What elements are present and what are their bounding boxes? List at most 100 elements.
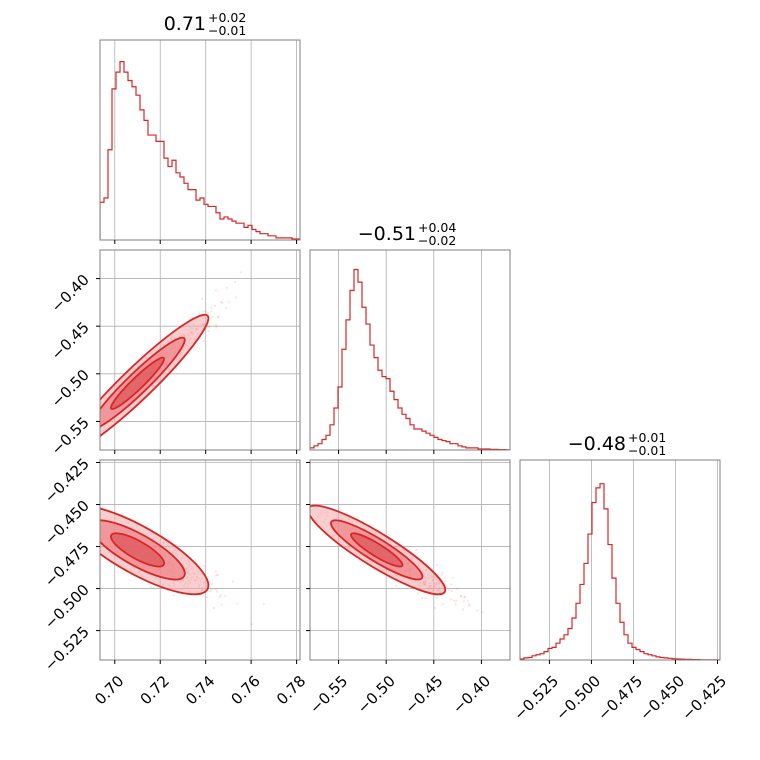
sample-point — [86, 541, 88, 543]
panel-frame — [309, 249, 511, 451]
sample-point — [84, 528, 86, 530]
title-value: −0.51 — [358, 223, 416, 245]
panel-frame — [309, 459, 511, 661]
sample-point — [223, 594, 227, 597]
sample-point — [460, 595, 463, 598]
panel-2-0-grid — [84, 460, 300, 660]
sample-point — [215, 590, 219, 593]
sample-point — [462, 600, 465, 603]
y-tick-row2-label: −0.500 — [41, 581, 93, 633]
sample-point — [92, 439, 94, 441]
sample-point — [435, 596, 438, 599]
sample-point — [452, 599, 456, 602]
sample-point — [194, 559, 197, 562]
sample-point — [89, 435, 91, 437]
x-tick-p0-label: 0.78 — [273, 672, 309, 708]
panel-frame — [99, 459, 301, 661]
sample-point — [91, 519, 93, 521]
y-tick-row2-label: −0.425 — [41, 455, 93, 507]
sample-point — [172, 593, 175, 597]
x-tick-p1-label: −0.45 — [401, 672, 446, 717]
sample-point — [140, 403, 143, 406]
sample-point — [204, 310, 207, 313]
x-tick-p0-label: 0.76 — [228, 672, 264, 708]
sample-point — [92, 430, 94, 432]
sample-point — [212, 606, 216, 610]
sample-point — [421, 596, 424, 600]
sample-point — [210, 310, 213, 313]
sample-point — [216, 316, 219, 319]
sample-point — [236, 602, 239, 605]
sample-point — [90, 531, 92, 533]
sample-point — [445, 585, 448, 588]
sample-point — [92, 436, 94, 438]
sample-point — [93, 416, 95, 418]
sample-point — [225, 306, 228, 310]
sample-point — [202, 564, 205, 568]
sample-point — [228, 301, 231, 304]
x-tick-p2-label: −0.500 — [552, 672, 604, 724]
sample-point — [175, 543, 178, 546]
x-tick-p1-label: −0.50 — [354, 672, 399, 717]
sample-point — [239, 271, 242, 274]
sample-point — [209, 590, 212, 593]
sample-point — [211, 315, 214, 319]
sample-point — [213, 304, 217, 307]
sample-point — [201, 297, 204, 301]
title-lower-error: −0.02 — [418, 233, 456, 248]
sample-point — [441, 571, 444, 574]
sample-point — [89, 529, 91, 531]
x-tick-p2-label: −0.425 — [678, 672, 730, 724]
histogram-p2 — [520, 483, 720, 660]
sample-point — [87, 537, 89, 539]
sample-point — [93, 421, 95, 423]
x-tick-p1-label: −0.40 — [449, 672, 494, 717]
sample-point — [225, 286, 229, 289]
x-tick-p2-label: −0.525 — [510, 672, 562, 724]
sample-point — [95, 411, 97, 413]
sample-point — [207, 326, 211, 329]
sample-point — [454, 603, 457, 606]
title-upper-error: +0.02 — [208, 10, 246, 25]
title-value: −0.48 — [568, 433, 626, 455]
sample-point — [451, 576, 455, 579]
histogram-p1 — [310, 268, 510, 450]
sample-point — [210, 582, 213, 586]
y-tick-row1-label: −0.55 — [48, 414, 93, 459]
contour-level-3 — [110, 356, 165, 410]
sample-point — [455, 599, 458, 602]
panel-1-0-grid — [89, 250, 300, 450]
sample-point — [262, 602, 265, 605]
sample-point — [395, 584, 398, 587]
title-upper-error: +0.01 — [628, 430, 666, 445]
sample-point — [466, 599, 469, 602]
sample-point — [456, 587, 459, 590]
sample-point — [211, 588, 214, 591]
sample-point — [207, 329, 210, 332]
sample-point — [415, 548, 418, 551]
x-tick-p0-label: 0.70 — [91, 672, 127, 708]
contour-level-3 — [110, 532, 165, 568]
y-tick-row2-label: −0.525 — [41, 623, 93, 675]
panel-frame — [519, 459, 721, 661]
panel-title-1: −0.51 +0.04−0.02 — [358, 220, 457, 248]
sample-point — [202, 310, 205, 313]
sample-point — [417, 592, 420, 595]
sample-point — [218, 595, 222, 599]
sample-point — [214, 588, 217, 591]
sample-point — [214, 570, 217, 573]
sample-point — [202, 339, 205, 343]
sample-point — [90, 429, 92, 431]
panel-1-1-grid — [310, 250, 510, 450]
x-tick-p2-label: −0.475 — [594, 672, 646, 724]
sample-point — [206, 325, 209, 328]
sample-point — [97, 424, 99, 426]
x-tick-p0-label: 0.74 — [182, 672, 218, 708]
sample-point — [96, 534, 98, 536]
sample-point — [449, 598, 453, 601]
x-tick-p1-label: −0.55 — [306, 672, 351, 717]
sample-point — [95, 532, 97, 534]
sample-point — [468, 604, 471, 607]
sample-point — [174, 367, 178, 370]
sample-point — [441, 602, 445, 605]
